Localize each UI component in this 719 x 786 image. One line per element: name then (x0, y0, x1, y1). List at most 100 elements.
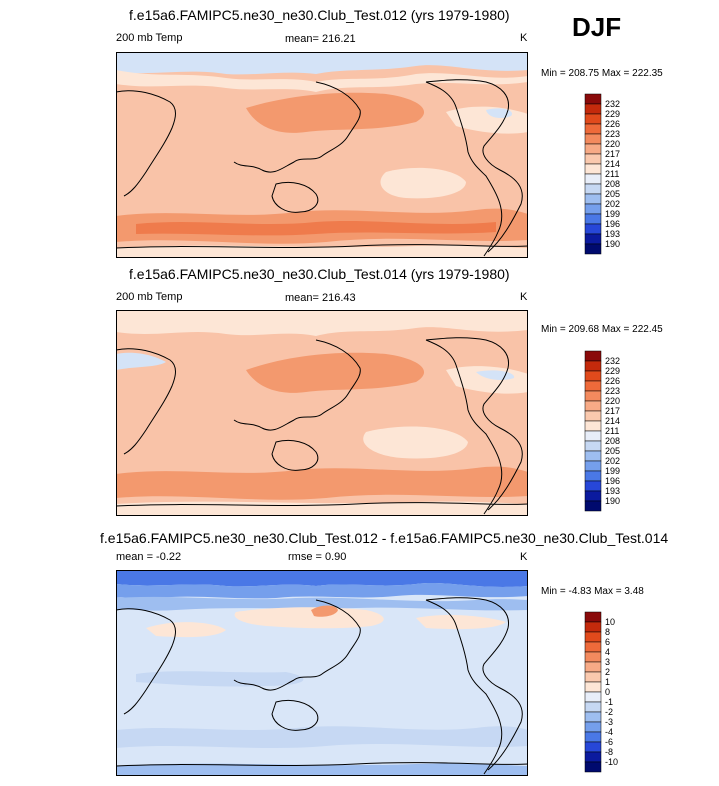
americas-coast-east (425, 79, 523, 253)
colorbar-tick-label: 217 (605, 149, 620, 159)
americas-coast-east (425, 337, 523, 511)
warm-region-pacific (246, 352, 425, 393)
colorbar-swatch (584, 113, 602, 125)
colorbar-swatch (584, 400, 602, 412)
colorbar-tick-label: 220 (605, 396, 620, 406)
colorbar-tick-label: 229 (605, 366, 620, 376)
light-band-north (116, 70, 528, 92)
colorbar-tick-label: 10 (605, 617, 615, 627)
colorbar-tick-label: 190 (605, 496, 620, 506)
colorbar-tick-label: 1 (605, 677, 610, 687)
colorbar-tick-label: 190 (605, 239, 620, 249)
colorbar-tick-label: 2 (605, 667, 610, 677)
light-region-europe (146, 622, 226, 638)
colorbar-swatch (584, 440, 602, 452)
colorbar-tick-label: 214 (605, 159, 620, 169)
colorbar-swatch (584, 390, 602, 402)
colorbar-swatch (584, 103, 602, 115)
colorbar-swatch (584, 751, 602, 763)
colorbar-swatch (584, 641, 602, 653)
colorbar-swatch (584, 93, 602, 105)
colorbar-swatch (584, 731, 602, 743)
colorbar-tick-label: -2 (605, 707, 613, 717)
panel-3-title: f.e15a6.FAMIPC5.ne30_ne30.Club_Test.012 … (100, 530, 669, 546)
antarctica-coast (116, 762, 528, 767)
colorbar-swatch (584, 761, 602, 773)
map-frame (116, 52, 528, 258)
colorbar-swatch (584, 203, 602, 215)
panel-3-mean-label: mean = -0.22 (116, 551, 182, 563)
colorbar-swatch (584, 651, 602, 663)
americas-coast-west (425, 81, 503, 257)
colorbar-tick-label: 232 (605, 99, 620, 109)
colorbar-tick-label: 196 (605, 476, 620, 486)
colorbar-tick-label: 226 (605, 376, 620, 386)
warm-patch-pacific (311, 605, 338, 617)
colorbar-tick-label: -10 (605, 757, 618, 767)
australia-coast (271, 439, 319, 471)
colorbar-tick-label: 217 (605, 406, 620, 416)
colorbar-swatch (584, 420, 602, 432)
cold-band-north-core (116, 570, 528, 587)
colorbar-swatch (584, 470, 602, 482)
colorbar-tick-label: -6 (605, 737, 613, 747)
panel-3-minmax: Min = -4.83 Max = 3.48 (541, 586, 644, 597)
colorbar-tick-label: 232 (605, 356, 620, 366)
cool-patch-west (116, 352, 166, 370)
panel-3-map (116, 570, 528, 776)
colorbar-swatch (584, 741, 602, 753)
colorbar-swatch (584, 183, 602, 195)
light-band-north (116, 310, 528, 336)
colorbar-tick-label: 3 (605, 657, 610, 667)
light-band-south (116, 245, 528, 258)
colorbar-tick-label: 208 (605, 436, 620, 446)
colorbar-tick-label: 229 (605, 109, 620, 119)
americas-coast-west (425, 599, 503, 775)
asia-coast (233, 599, 361, 691)
colorbar-tick-label: 199 (605, 209, 620, 219)
colorbar-swatch (584, 223, 602, 235)
colorbar-swatch (584, 233, 602, 245)
panel-2-minmax: Min = 209.68 Max = 222.45 (541, 324, 663, 335)
panel-2-mean-label: mean= 216.43 (285, 292, 356, 304)
colorbar-swatch (584, 123, 602, 135)
cool-band-south (116, 726, 528, 748)
colorbar-tick-label: 8 (605, 627, 610, 637)
colorbar-swatch (584, 631, 602, 643)
colorbar-tick-label: 223 (605, 129, 620, 139)
americas-coast-east (425, 597, 523, 771)
colorbar-swatch (584, 671, 602, 683)
colorbar-swatch (584, 133, 602, 145)
colorbar-swatch (584, 143, 602, 155)
colorbar-tick-label: 211 (605, 426, 619, 436)
colorbar-swatch (584, 611, 602, 623)
colorbar-tick-label: 205 (605, 446, 620, 456)
colorbar-tick-label: -8 (605, 747, 613, 757)
panel-2-variable-label: 200 mb Temp (116, 291, 183, 303)
colorbar-swatch (584, 691, 602, 703)
colorbar-swatch (584, 163, 602, 175)
cool-band-north (116, 596, 528, 611)
coastlines (116, 79, 528, 257)
map-frame (116, 570, 528, 776)
panel-2-units-label: K (520, 291, 528, 303)
colorbar-tick-label: 6 (605, 637, 610, 647)
colorbar-tick-label: -3 (605, 717, 613, 727)
antarctica-coast (116, 244, 528, 249)
light-region-tropical (380, 167, 466, 199)
panel-1-title: f.e15a6.FAMIPC5.ne30_ne30.Club_Test.012 … (129, 7, 510, 23)
panel-1-colorbar: 2322292262232202172142112082052021991961… (584, 93, 620, 255)
colorbar-tick-label: 0 (605, 687, 610, 697)
colorbar-swatch (584, 450, 602, 462)
colorbar-swatch (584, 410, 602, 422)
asia-coast (233, 81, 361, 173)
colorbar-tick-label: 214 (605, 416, 620, 426)
light-region-america (416, 615, 506, 630)
panel-1-variable-label: 200 mb Temp (116, 32, 183, 44)
cold-band-north (116, 583, 528, 599)
colorbar-swatch (584, 490, 602, 502)
warm-band-south (116, 466, 528, 500)
colorbar-swatch (584, 213, 602, 225)
colorbar-tick-label: 205 (605, 189, 620, 199)
warm-region-pacific (246, 92, 425, 133)
